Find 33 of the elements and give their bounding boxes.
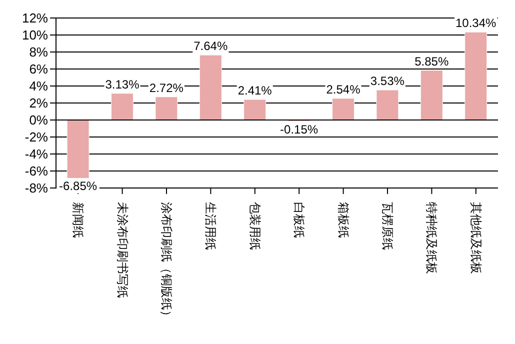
- data-label: 2.54%: [326, 82, 361, 96]
- data-label: -6.85%: [59, 179, 98, 194]
- y-tick-label: 12%: [22, 10, 48, 26]
- y-tick-label: 10%: [22, 28, 48, 43]
- y-tick-label: -4%: [24, 146, 48, 162]
- x-tick-label: 其他纸及纸板: [468, 202, 483, 274]
- y-tick-label: 0%: [29, 112, 48, 128]
- data-label: 5.85%: [414, 54, 449, 68]
- y-tick-label: 8%: [29, 44, 48, 60]
- data-label: 3.53%: [370, 74, 405, 88]
- x-tick-label: 包装用纸: [248, 202, 262, 250]
- data-label: 2.41%: [238, 84, 272, 98]
- x-tick-label: 箱板纸: [336, 202, 350, 238]
- x-tick-label: 新闻纸: [71, 202, 86, 238]
- x-tick-label: 生活用纸: [204, 202, 218, 250]
- y-tick-label: -8%: [24, 180, 48, 196]
- x-tick-label: 瓦楞原纸: [380, 202, 394, 250]
- x-tick-label: 涂布印刷纸（铜版纸）: [160, 202, 174, 322]
- y-tick-label: 2%: [29, 96, 48, 111]
- y-tick-label: 6%: [29, 62, 48, 77]
- y-tick-label: 4%: [29, 78, 48, 94]
- data-label: -0.15%: [280, 122, 318, 136]
- data-label: 2.72%: [149, 80, 184, 95]
- data-label: 7.64%: [194, 39, 228, 54]
- x-tick-label: 特种纸及纸板: [424, 202, 439, 274]
- bar: [420, 70, 443, 120]
- y-tick-label: -6%: [24, 164, 48, 179]
- bar: [464, 32, 488, 120]
- x-tick-label: 白板纸: [292, 202, 306, 238]
- data-label: 3.13%: [105, 77, 140, 92]
- data-label: 10.34%: [456, 16, 497, 30]
- y-tick-label: -2%: [24, 130, 48, 145]
- x-tick-label: 未涂布印刷书写纸: [115, 202, 130, 298]
